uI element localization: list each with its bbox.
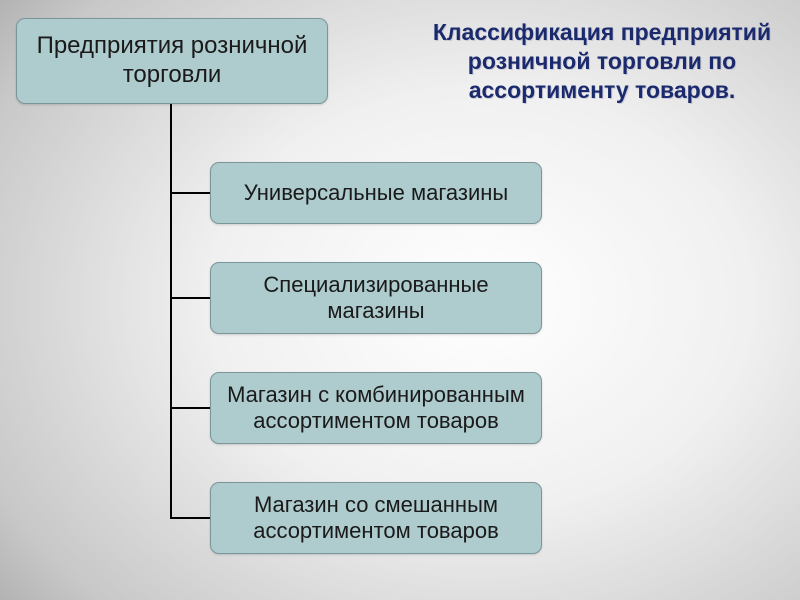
slide-title: Классификация предприятий розничной торг…	[432, 18, 772, 104]
tree-trunk	[170, 104, 172, 518]
tree-branch-3	[170, 407, 210, 409]
root-node-label: Предприятия розничной торговли	[27, 32, 317, 90]
child-node-2-label: Специализированные магазины	[221, 272, 531, 325]
root-node: Предприятия розничной торговли	[16, 18, 328, 104]
child-node-2: Специализированные магазины	[210, 262, 542, 334]
child-node-1-label: Универсальные магазины	[244, 180, 508, 206]
tree-branch-2	[170, 297, 210, 299]
tree-branch-4	[170, 517, 210, 519]
child-node-4-label: Магазин со смешанным ассортиментом товар…	[221, 492, 531, 545]
tree-branch-1	[170, 192, 210, 194]
child-node-3-label: Магазин с комбинированным ассортиментом …	[221, 382, 531, 435]
child-node-1: Универсальные магазины	[210, 162, 542, 224]
child-node-4: Магазин со смешанным ассортиментом товар…	[210, 482, 542, 554]
child-node-3: Магазин с комбинированным ассортиментом …	[210, 372, 542, 444]
